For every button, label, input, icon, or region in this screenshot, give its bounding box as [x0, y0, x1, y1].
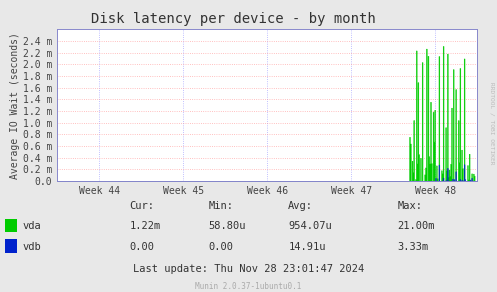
Text: 1.22m: 1.22m [129, 221, 161, 231]
Text: 0.00: 0.00 [129, 242, 154, 252]
Text: 0.00: 0.00 [209, 242, 234, 252]
Text: Max:: Max: [398, 201, 422, 211]
Y-axis label: Average IO Wait (seconds): Average IO Wait (seconds) [10, 32, 20, 178]
Text: 14.91u: 14.91u [288, 242, 326, 252]
Text: Cur:: Cur: [129, 201, 154, 211]
Text: 21.00m: 21.00m [398, 221, 435, 231]
Text: Disk latency per device - by month: Disk latency per device - by month [91, 12, 376, 26]
Text: vda: vda [22, 221, 41, 231]
Text: Min:: Min: [209, 201, 234, 211]
Text: Last update: Thu Nov 28 23:01:47 2024: Last update: Thu Nov 28 23:01:47 2024 [133, 264, 364, 274]
Text: 954.07u: 954.07u [288, 221, 332, 231]
Text: Munin 2.0.37-1ubuntu0.1: Munin 2.0.37-1ubuntu0.1 [195, 282, 302, 291]
Text: 58.80u: 58.80u [209, 221, 246, 231]
Text: vdb: vdb [22, 242, 41, 252]
Text: Avg:: Avg: [288, 201, 313, 211]
Text: 3.33m: 3.33m [398, 242, 429, 252]
Text: RRDTOOL / TOBI OETIKER: RRDTOOL / TOBI OETIKER [490, 82, 495, 164]
